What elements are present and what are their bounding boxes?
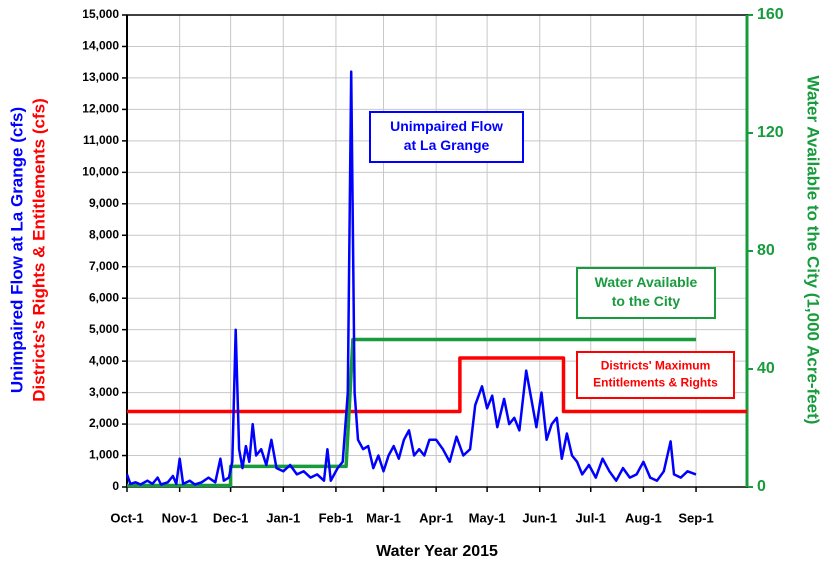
x-axis-label: Water Year 2015 <box>376 543 498 560</box>
y-tick-label: 9,000 <box>89 196 119 210</box>
annotation-box <box>576 267 716 319</box>
y-tick-label: 4,000 <box>89 353 119 367</box>
y-axis-label: Districts's Rights & Entitlements (cfs) <box>29 98 48 402</box>
annotation-text: to the City <box>612 293 681 309</box>
y-tick-label: 3,000 <box>89 385 119 399</box>
y2-tick-label: 40 <box>757 360 775 377</box>
y-axis-label: Unimpaired Flow at La Grange (cfs) <box>7 107 26 393</box>
y-tick-label: 15,000 <box>82 7 119 21</box>
series-line <box>127 356 747 414</box>
x-tick-label: Dec-1 <box>213 510 248 525</box>
x-tick-label: Aug-1 <box>625 510 662 525</box>
x-tick-label: Oct-1 <box>110 510 143 525</box>
y-tick-label: 1,000 <box>89 448 119 462</box>
y2-tick-label: 80 <box>757 242 775 259</box>
annotation-text: Unimpaired Flow <box>390 118 503 134</box>
x-tick-label: Mar-1 <box>366 510 401 525</box>
y2-tick-label: 160 <box>757 6 784 23</box>
x-tick-label: Jul-1 <box>576 510 606 525</box>
series-line <box>125 70 697 486</box>
annotation-text: Districts' Maximum <box>601 359 711 373</box>
y-tick-label: 10,000 <box>82 165 119 179</box>
x-tick-label: Feb-1 <box>319 510 354 525</box>
y-tick-label: 2,000 <box>89 416 119 430</box>
x-tick-label: Apr-1 <box>419 510 453 525</box>
y-tick-label: 14,000 <box>82 39 119 53</box>
plot-area <box>127 15 747 487</box>
annotation-text: Water Available <box>595 274 698 290</box>
y-tick-label: 11,000 <box>83 133 119 147</box>
y2-axis-label: Water Available to the City (1,000 Acre-… <box>804 76 823 425</box>
y-tick-label: 0 <box>112 479 119 493</box>
y-tick-label: 12,000 <box>82 102 119 116</box>
x-tick-label: May-1 <box>469 510 506 525</box>
y-tick-label: 5,000 <box>89 322 119 336</box>
y-tick-label: 6,000 <box>89 290 119 304</box>
x-tick-label: Jun-1 <box>522 510 557 525</box>
x-tick-label: Nov-1 <box>162 510 198 525</box>
annotation-text: at La Grange <box>404 137 490 153</box>
y2-tick-label: 0 <box>757 478 766 495</box>
y-tick-label: 8,000 <box>89 227 119 241</box>
annotation-text: Entitlements & Rights <box>593 376 718 390</box>
y-tick-label: 13,000 <box>82 70 119 84</box>
x-tick-label: Jan-1 <box>266 510 300 525</box>
annotation-box <box>369 111 524 163</box>
x-tick-label: Sep-1 <box>678 510 713 525</box>
y2-tick-label: 120 <box>757 124 784 141</box>
y-tick-label: 7,000 <box>89 259 119 273</box>
annotation-box <box>576 351 735 399</box>
